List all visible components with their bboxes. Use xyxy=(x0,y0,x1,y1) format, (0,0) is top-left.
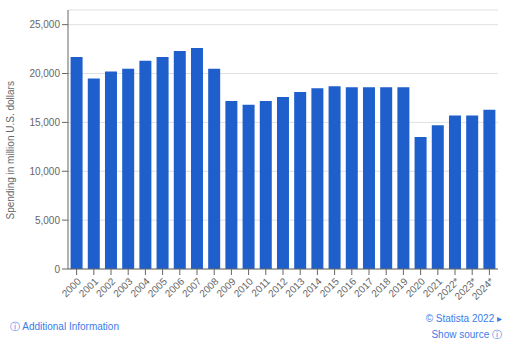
html-text:Show source ⓘ: Show source ⓘ xyxy=(431,329,502,340)
svg-text:2008: 2008 xyxy=(197,275,221,300)
svg-text:5,000: 5,000 xyxy=(35,215,60,226)
svg-text:2022*: 2022* xyxy=(435,275,462,302)
html-text:© Statista 2022 ▸: © Statista 2022 ▸ xyxy=(425,313,502,324)
svg-text:2006: 2006 xyxy=(162,275,187,300)
svg-text:0: 0 xyxy=(54,264,60,275)
svg-text:2023*: 2023* xyxy=(452,275,479,302)
svg-text:2016: 2016 xyxy=(334,275,359,300)
svg-text:2018: 2018 xyxy=(369,275,393,300)
svg-text:2024*: 2024* xyxy=(470,276,496,302)
svg-text:2009: 2009 xyxy=(214,275,238,300)
svg-text:2010: 2010 xyxy=(231,275,255,300)
svg-text:2013: 2013 xyxy=(283,275,307,300)
html-text:ⓘ Additional Information: ⓘ Additional Information xyxy=(10,321,119,332)
svg-text:10,000: 10,000 xyxy=(29,166,60,177)
svg-text:2020: 2020 xyxy=(403,275,427,300)
svg-text:20,000: 20,000 xyxy=(29,68,60,79)
svg-text:2005: 2005 xyxy=(145,275,169,300)
svg-text:2001: 2001 xyxy=(76,275,101,300)
svg-text:25,000: 25,000 xyxy=(29,19,60,30)
svg-text:2000: 2000 xyxy=(59,275,83,300)
svg-text:2017: 2017 xyxy=(351,275,376,300)
svg-text:2014: 2014 xyxy=(300,275,324,300)
svg-text:2019: 2019 xyxy=(386,275,410,300)
svg-text:2011: 2011 xyxy=(249,275,273,299)
svg-text:Spending in million U.S. dolla: Spending in million U.S. dollars xyxy=(8,81,16,219)
svg-text:2002: 2002 xyxy=(93,275,118,300)
svg-text:15,000: 15,000 xyxy=(29,117,60,128)
svg-text:2021: 2021 xyxy=(420,275,445,300)
svg-text:2015: 2015 xyxy=(317,275,341,300)
svg-text:2004: 2004 xyxy=(128,275,152,300)
svg-text:2007: 2007 xyxy=(179,275,204,300)
svg-text:2003: 2003 xyxy=(111,275,135,300)
svg-text:2012: 2012 xyxy=(265,275,290,300)
